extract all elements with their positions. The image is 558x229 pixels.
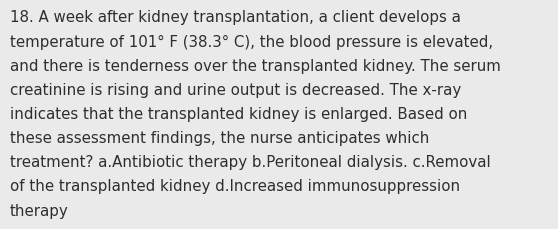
Text: indicates that the transplanted kidney is enlarged. Based on: indicates that the transplanted kidney i…	[10, 106, 468, 121]
Text: and there is tenderness over the transplanted kidney. The serum: and there is tenderness over the transpl…	[10, 58, 501, 73]
Text: 18. A week after kidney transplantation, a client develops a: 18. A week after kidney transplantation,…	[10, 10, 461, 25]
Text: treatment? a.Antibiotic therapy b.Peritoneal dialysis. c.Removal: treatment? a.Antibiotic therapy b.Perito…	[10, 155, 491, 169]
Text: these assessment findings, the nurse anticipates which: these assessment findings, the nurse ant…	[10, 131, 430, 145]
Text: therapy: therapy	[10, 203, 69, 218]
Text: temperature of 101° F (38.3° C), the blood pressure is elevated,: temperature of 101° F (38.3° C), the blo…	[10, 34, 493, 49]
Text: creatinine is rising and urine output is decreased. The x-ray: creatinine is rising and urine output is…	[10, 82, 461, 97]
Text: of the transplanted kidney d.Increased immunosuppression: of the transplanted kidney d.Increased i…	[10, 179, 460, 194]
